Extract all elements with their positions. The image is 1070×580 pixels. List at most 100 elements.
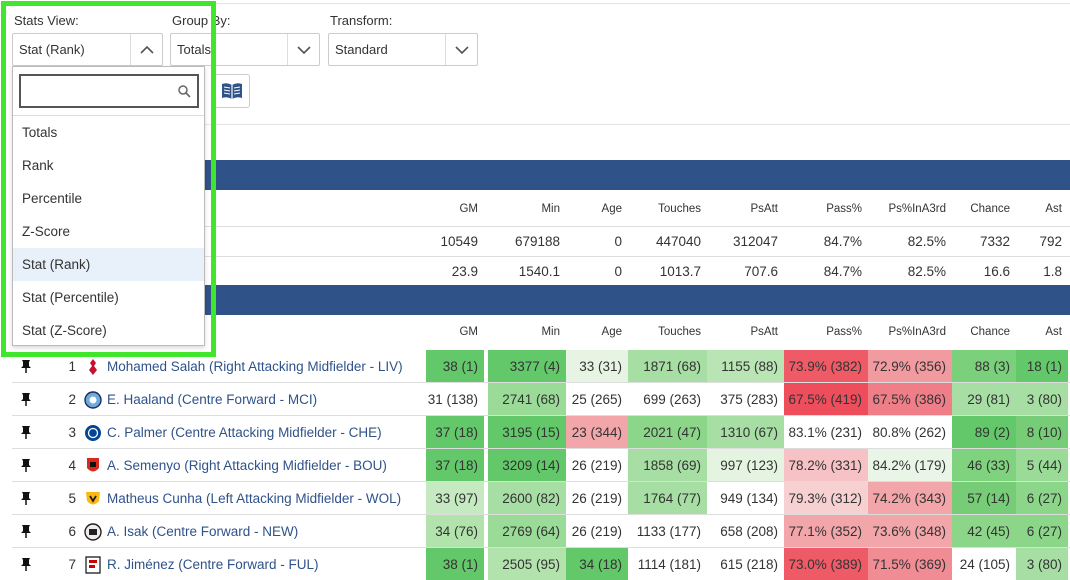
dropdown-search-input[interactable] [19, 74, 199, 108]
column-header-age[interactable]: Age [601, 326, 622, 338]
pin-icon[interactable] [20, 557, 32, 571]
stat-cell: 1155 (88) [707, 350, 784, 382]
dropdown-option-percentile[interactable]: Percentile [22, 191, 83, 206]
summary-cell: 0 [614, 263, 622, 279]
summary-header-band [205, 160, 1070, 190]
newcastle-crest-icon [84, 522, 102, 542]
player-name-link[interactable]: A. Isak (Centre Forward - NEW) [107, 524, 299, 539]
player-name-link[interactable]: E. Haaland (Centre Forward - MCI) [107, 392, 318, 407]
player-name-link[interactable]: C. Palmer (Centre Attacking Midfielder -… [107, 425, 382, 440]
stat-cell: 1764 (77) [628, 482, 707, 514]
stat-cell: 31 (138) [426, 383, 484, 415]
stat-cell: 8 (10) [1016, 416, 1068, 448]
chelsea-crest-icon [84, 423, 102, 443]
stat-cell: 33 (31) [566, 350, 628, 382]
column-header-min[interactable]: Min [541, 326, 560, 338]
chevron-up-icon[interactable] [130, 34, 162, 65]
group-by-value: Totals [177, 42, 211, 57]
player-rank: 4 [68, 458, 76, 473]
table-row[interactable]: 2 E. Haaland (Centre Forward - MCI) 31 (13… [12, 383, 1070, 416]
column-header-ps-ina3rd[interactable]: Ps%InA3rd [888, 203, 946, 215]
summary-cell: 312047 [732, 234, 778, 249]
table-row[interactable]: 4 A. Semenyo (Right Attacking Midfielder … [12, 449, 1070, 482]
stat-cell: 67.5% (386) [868, 383, 952, 415]
chevron-down-icon[interactable] [287, 34, 319, 65]
stats-view-value: Stat (Rank) [19, 42, 85, 57]
stat-cell: 2505 (95) [488, 548, 566, 580]
column-header-gm[interactable]: GM [459, 203, 478, 215]
dropdown-option-z-score[interactable]: Z-Score [22, 224, 71, 239]
player-rank: 1 [68, 359, 76, 374]
stat-cell: 2600 (82) [488, 482, 566, 514]
column-header-pass-[interactable]: Pass% [826, 203, 862, 215]
dropdown-option-stat-z-score-[interactable]: Stat (Z-Score) [22, 323, 107, 338]
dropdown-option-totals[interactable]: Totals [22, 125, 58, 140]
stat-cell: 24 (105) [952, 548, 1016, 580]
column-header-ast[interactable]: Ast [1045, 326, 1062, 338]
highlight-frame [1, 1, 216, 357]
player-rank: 2 [68, 392, 76, 407]
glossary-button[interactable] [213, 74, 250, 108]
stat-cell: 33 (97) [426, 482, 484, 514]
column-header-age[interactable]: Age [601, 203, 622, 215]
summary-average-row: 23.9 1540.1 0 1013.7 707.6 84.7% 82.5% 16.6 1.8 [205, 256, 1070, 285]
stats-view-label: Stats View: [14, 13, 79, 28]
stat-cell: 23 (344) [566, 416, 628, 448]
stat-cell: 84.2% (179) [868, 449, 952, 481]
stat-cell: 375 (283) [707, 383, 784, 415]
pin-icon[interactable] [20, 392, 32, 406]
column-header-psatt[interactable]: PsAtt [750, 203, 778, 215]
column-header-psatt[interactable]: PsAtt [750, 326, 778, 338]
player-name-link[interactable]: A. Semenyo (Right Attacking Midfielder -… [107, 458, 387, 473]
column-header-touches[interactable]: Touches [658, 326, 701, 338]
stat-cell: 2741 (68) [488, 383, 566, 415]
stat-cell: 57 (14) [952, 482, 1016, 514]
table-row[interactable]: 7 R. Jiménez (Centre Forward - FUL) 38 (1)… [12, 548, 1070, 580]
stat-cell: 658 (208) [707, 515, 784, 547]
table-row[interactable]: 3 C. Palmer (Centre Attacking Midfielder … [12, 416, 1070, 449]
column-header-chance[interactable]: Chance [970, 326, 1010, 338]
summary-cell: 1013.7 [659, 263, 701, 279]
player-name-link[interactable]: Mohamed Salah (Right Attacking Midfielde… [107, 359, 403, 374]
transform-select[interactable]: Standard [328, 33, 478, 66]
stats-view-dropdown: Totals Rank Percentile Z-Score Stat (Rank) St… [12, 66, 205, 346]
dropdown-option-stat-percentile-[interactable]: Stat (Percentile) [22, 290, 119, 305]
stat-cell: 88 (3) [952, 350, 1016, 382]
stat-cell: 3195 (15) [488, 416, 566, 448]
book-icon [221, 83, 242, 99]
player-rank: 3 [68, 425, 76, 440]
table-row[interactable]: 6 A. Isak (Centre Forward - NEW) 34 (76) 27… [12, 515, 1070, 548]
player-name-link[interactable]: Matheus Cunha (Left Attacking Midfielder… [107, 491, 402, 506]
table-row[interactable]: 5 Matheus Cunha (Left Attacking Midfielde… [12, 482, 1070, 515]
stat-cell: 37 (18) [426, 449, 484, 481]
column-header-touches[interactable]: Touches [658, 203, 701, 215]
table-row[interactable]: 1 Mohamed Salah (Right Attacking Midfield… [12, 350, 1070, 383]
group-by-select[interactable]: Totals [170, 33, 320, 66]
player-rank: 5 [68, 491, 76, 506]
stat-cell: 3 (80) [1016, 548, 1068, 580]
pin-icon[interactable] [20, 359, 32, 373]
column-header-gm[interactable]: GM [459, 326, 478, 338]
stats-view-select[interactable]: Stat (Rank) [12, 33, 163, 66]
stat-cell: 18 (1) [1016, 350, 1068, 382]
pin-icon[interactable] [20, 458, 32, 472]
column-header-ps-ina3rd[interactable]: Ps%InA3rd [888, 326, 946, 338]
column-header-chance[interactable]: Chance [970, 203, 1010, 215]
dropdown-option-rank[interactable]: Rank [22, 158, 54, 173]
dropdown-option-stat-rank-[interactable]: Stat (Rank) [13, 248, 204, 281]
chevron-down-icon[interactable] [445, 34, 477, 65]
player-name-link[interactable]: R. Jiménez (Centre Forward - FUL) [107, 557, 319, 572]
summary-cell: 84.7% [823, 234, 862, 249]
stat-cell: 1133 (177) [628, 515, 707, 547]
pin-icon[interactable] [20, 524, 32, 538]
column-header-ast[interactable]: Ast [1045, 203, 1062, 215]
summary-cell: 1.8 [1043, 263, 1062, 279]
column-header-min[interactable]: Min [541, 203, 560, 215]
pin-icon[interactable] [20, 425, 32, 439]
stat-cell: 34 (76) [426, 515, 484, 547]
summary-cell: 82.5% [907, 263, 946, 279]
column-header-pass-[interactable]: Pass% [826, 326, 862, 338]
stat-cell: 1858 (69) [628, 449, 707, 481]
summary-cell: 1540.1 [518, 263, 560, 279]
pin-icon[interactable] [20, 491, 32, 505]
